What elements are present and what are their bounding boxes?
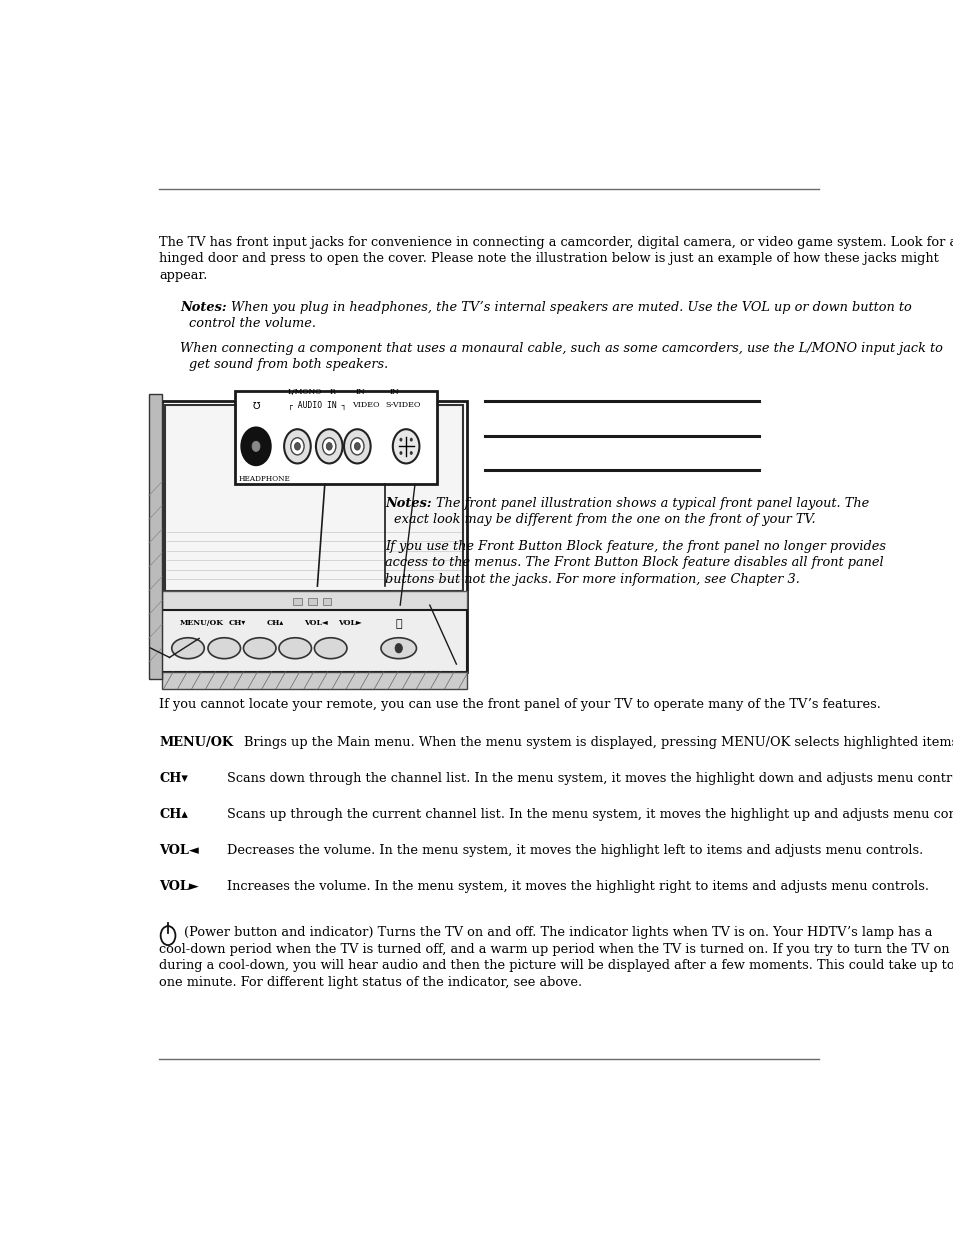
Text: access to the menus. The Front Button Block feature disables all front panel: access to the menus. The Front Button Bl… [385,556,883,569]
Text: If you cannot locate your remote, you can use the front panel of your TV to oper: If you cannot locate your remote, you ca… [159,698,881,711]
Text: CH▴: CH▴ [159,808,188,821]
Bar [165,405,462,590]
Circle shape [344,430,370,463]
Text: MENU/OK: MENU/OK [180,620,224,627]
Bar [149,394,162,679]
Text: CH▴: CH▴ [267,620,284,627]
Text: during a cool-down, you will hear audio and then the picture will be displayed a: during a cool-down, you will hear audio … [159,960,953,972]
Text: VIDEO: VIDEO [352,400,379,409]
Text: If you use the Front Button Block feature, the front panel no longer provides: If you use the Front Button Block featur… [385,540,885,552]
Ellipse shape [278,637,311,658]
Text: CH▾: CH▾ [229,620,246,627]
Text: ⏻: ⏻ [395,620,401,630]
Text: IN: IN [355,388,365,396]
Ellipse shape [243,637,275,658]
Text: buttons but not the jacks. For more information, see Chapter 3.: buttons but not the jacks. For more info… [385,573,800,585]
Text: CH▾: CH▾ [159,772,188,785]
Text: ℧: ℧ [252,400,259,411]
Circle shape [410,437,413,442]
Text: R: R [329,388,335,396]
Text: hinged door and press to open the cover. Please note the illustration below is j: hinged door and press to open the cover.… [159,252,938,266]
Bar [308,598,316,605]
Ellipse shape [208,637,240,658]
Circle shape [393,430,419,463]
Circle shape [326,442,332,450]
Text: IN: IN [390,388,399,396]
Circle shape [399,437,402,442]
Bar [293,598,301,605]
Text: VOL►: VOL► [159,881,199,893]
Circle shape [395,643,402,653]
Text: When connecting a component that uses a monaural cable, such as some camcorders,: When connecting a component that uses a … [180,342,942,354]
Text: VOL◄: VOL◄ [159,845,199,857]
Ellipse shape [380,637,416,658]
Text: Notes:: Notes: [180,301,226,314]
Bar [162,672,466,689]
Text: MENU/OK: MENU/OK [159,736,233,748]
Circle shape [351,437,364,454]
Bar [322,598,331,605]
Circle shape [410,451,413,454]
Text: The front panel illustration shows a typical front panel layout. The: The front panel illustration shows a typ… [436,496,869,510]
Text: VOL►: VOL► [337,620,361,627]
Text: (Power button and indicator) Turns the TV on and off. The indicator lights when : (Power button and indicator) Turns the T… [183,926,931,939]
Circle shape [291,437,304,454]
Text: Scans up through the current channel list. In the menu system, it moves the high: Scans up through the current channel lis… [227,808,953,821]
Bar [162,590,466,610]
Text: cool-down period when the TV is turned off, and a warm up period when the TV is : cool-down period when the TV is turned o… [159,942,948,956]
Text: VOL◄: VOL◄ [304,620,328,627]
Bar [149,400,162,679]
Text: Notes:: Notes: [385,496,432,510]
Bar [162,400,466,672]
Text: one minute. For different light status of the indicator, see above.: one minute. For different light status o… [159,976,581,989]
Ellipse shape [172,637,204,658]
Text: Scans down through the channel list. In the menu system, it moves the highlight : Scans down through the channel list. In … [227,772,953,785]
Text: S-VIDEO: S-VIDEO [385,400,420,409]
Circle shape [252,441,260,452]
Text: appear.: appear. [159,269,208,282]
Text: ┌ AUDIO IN ┐: ┌ AUDIO IN ┐ [288,400,346,410]
Text: HEADPHONE: HEADPHONE [238,474,290,483]
Text: When you plug in headphones, the TV’s internal speakers are muted. Use the VOL u: When you plug in headphones, the TV’s in… [231,301,911,314]
Bar [162,610,466,672]
Circle shape [294,442,300,450]
Text: Decreases the volume. In the menu system, it moves the highlight left to items a: Decreases the volume. In the menu system… [227,845,923,857]
Circle shape [241,427,271,466]
Circle shape [160,926,175,945]
Text: Brings up the Main menu. When the menu system is displayed, pressing MENU/OK sel: Brings up the Main menu. When the menu s… [244,736,953,748]
Circle shape [284,430,311,463]
Circle shape [354,442,360,450]
Circle shape [399,451,402,454]
Bar [235,391,436,484]
Circle shape [322,437,335,454]
Text: Increases the volume. In the menu system, it moves the highlight right to items : Increases the volume. In the menu system… [227,881,928,893]
Ellipse shape [314,637,347,658]
Text: exact look may be different from the one on the front of your TV.: exact look may be different from the one… [394,514,815,526]
Text: get sound from both speakers.: get sound from both speakers. [189,358,388,372]
Circle shape [315,430,342,463]
Text: The TV has front input jacks for convenience in connecting a camcorder, digital : The TV has front input jacks for conveni… [159,236,953,248]
Text: L/MONO: L/MONO [288,388,322,396]
Text: control the volume.: control the volume. [189,317,315,331]
